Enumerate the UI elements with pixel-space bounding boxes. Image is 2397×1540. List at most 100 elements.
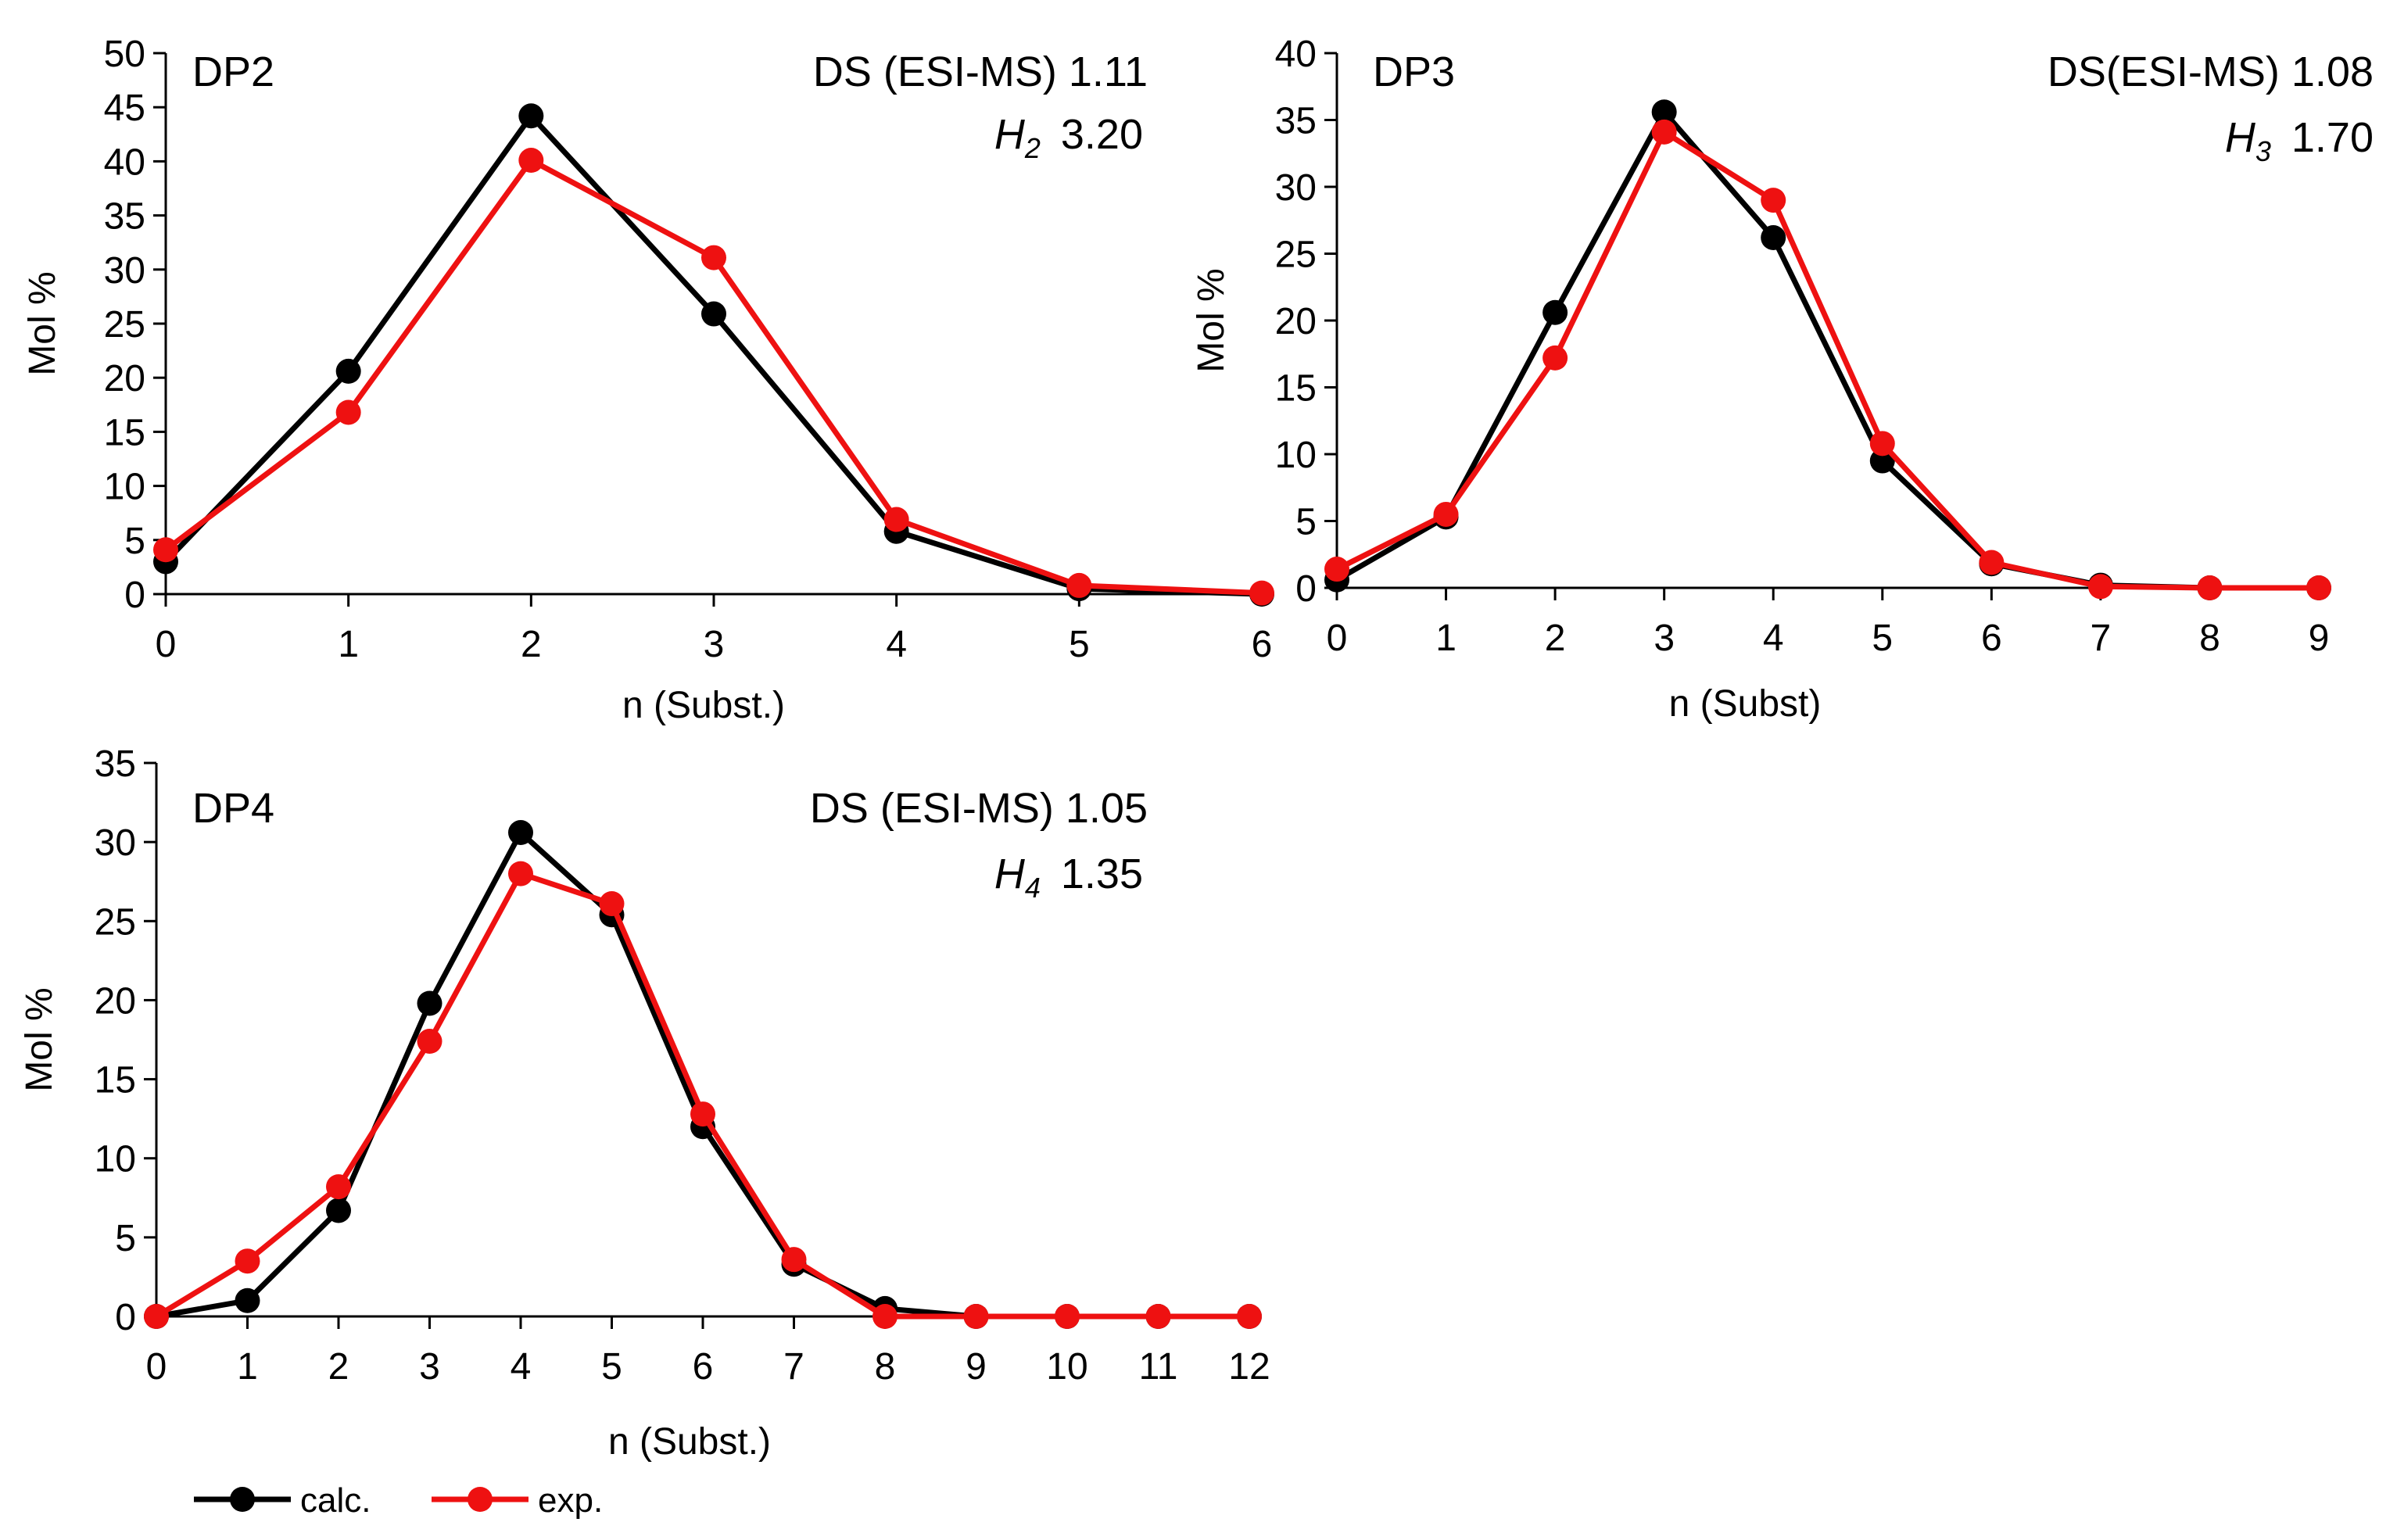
data-point-exp [701,245,726,270]
panel-label: DP2 [192,48,274,95]
data-point-exp [1542,345,1568,371]
data-point-calc [508,820,533,846]
data-point-exp [417,1029,442,1055]
y-tick-label: 0 [124,575,145,616]
data-point-exp [508,861,533,886]
data-point-exp [883,507,909,532]
y-ticks: 0 5 10 15 20 25 30 35 [95,743,156,1338]
data-point-exp [235,1248,260,1274]
data-point-calc [1761,224,1786,250]
series-line-exp [1335,129,2319,591]
data-point-calc [326,1198,351,1223]
x-tick-label: 6 [1981,618,2002,659]
y-tick-label: 5 [1295,502,1317,543]
series-layer [153,103,1274,607]
x-tick-label: 5 [1069,624,1090,665]
x-tick-label: 4 [511,1346,532,1388]
y-tick-label: 5 [115,1218,136,1259]
data-point-exp [1651,119,1677,145]
data-point-exp [1066,572,1092,598]
data-point-exp [2197,575,2223,600]
data-point-calc [1542,299,1568,325]
data-point-exp [1145,1304,1171,1329]
data-point-exp [963,1304,989,1329]
data-point-calc [335,358,361,384]
y-tick-label: 35 [1275,101,1317,142]
y-ticks: 0 5 10 15 20 25 30 35 40 45 50 [104,34,166,616]
y-tick-label: 5 [124,521,145,562]
data-point-exp [690,1101,715,1127]
legend-item-calc: calc. [194,1481,371,1520]
data-point-exp [2306,575,2331,600]
y-tick-label: 15 [104,412,145,453]
x-tick-label: 11 [1139,1346,1178,1388]
data-point-exp [781,1247,807,1273]
x-tick-label: 4 [886,624,907,665]
series-layer [144,820,1262,1329]
x-tick-label: 1 [338,624,359,665]
data-point-exp [326,1174,351,1200]
y-tick-label: 25 [95,901,136,943]
h-annotation: H4 1.35 [994,851,1143,904]
x-tick-label: 3 [704,624,725,665]
data-point-exp [1869,431,1895,457]
data-point-exp [518,148,544,174]
x-tick-label: 4 [1763,618,1784,659]
x-tick-label: 1 [1435,618,1456,659]
y-tick-label: 40 [1275,34,1317,75]
data-point-exp [1433,501,1459,527]
x-tick-label: 2 [521,624,542,665]
x-tick-label: 2 [328,1346,349,1388]
data-point-calc [417,990,442,1016]
series-line-calc [163,113,1263,597]
legend-exp-marker [468,1487,493,1512]
data-point-exp [1324,557,1349,582]
x-tick-label: 10 [1046,1346,1087,1388]
y-tick-label: 15 [95,1060,136,1101]
data-point-exp [1761,188,1786,213]
legend-calc-marker [230,1487,255,1512]
series-line-exp [163,157,1263,596]
series-line-exp [155,871,1249,1320]
data-point-exp [872,1304,898,1329]
x-tick-label: 8 [875,1346,896,1388]
y-axis-label: Mol % [19,987,60,1091]
ds-annotation: DS (ESI-MS) 1.11 [813,48,1148,95]
data-point-exp [599,891,625,917]
y-tick-label: 10 [95,1139,136,1180]
y-tick-label: 50 [104,34,145,75]
y-tick-label: 25 [1275,235,1317,276]
data-point-calc [235,1288,260,1313]
legend-calc-label: calc. [300,1481,371,1520]
x-axis-label: n (Subst.) [622,685,785,726]
x-tick-label: 9 [966,1346,987,1388]
data-point-calc [701,301,726,327]
y-axis-label: Mol % [22,271,63,375]
x-tick-label: 1 [237,1346,258,1388]
y-tick-label: 0 [1295,568,1317,610]
y-tick-label: 45 [104,88,145,129]
x-tick-label: 12 [1228,1346,1270,1388]
y-tick-label: 20 [104,358,145,399]
data-point-exp [1979,550,2005,575]
y-ticks: 0 5 10 15 20 25 30 35 40 [1275,34,1337,610]
data-point-calc [1869,448,1895,474]
y-tick-label: 40 [104,141,145,183]
data-point-exp [1055,1304,1080,1329]
y-tick-label: 10 [1275,435,1317,476]
panel-label: DP4 [192,785,274,832]
x-tick-label: 9 [2309,618,2330,659]
x-tick-label: 8 [2199,618,2220,659]
x-tick-label: 6 [693,1346,714,1388]
x-tick-label: 6 [1252,624,1273,665]
x-ticks: 0 1 2 3 4 5 6 7 8 9 [1327,588,2330,659]
y-tick-label: 30 [95,822,136,864]
y-tick-label: 35 [95,743,136,785]
x-tick-label: 0 [156,624,177,665]
x-tick-label: 0 [1327,618,1348,659]
x-ticks: 0 1 2 3 4 5 6 [156,594,1273,665]
data-point-exp [1237,1304,1262,1329]
